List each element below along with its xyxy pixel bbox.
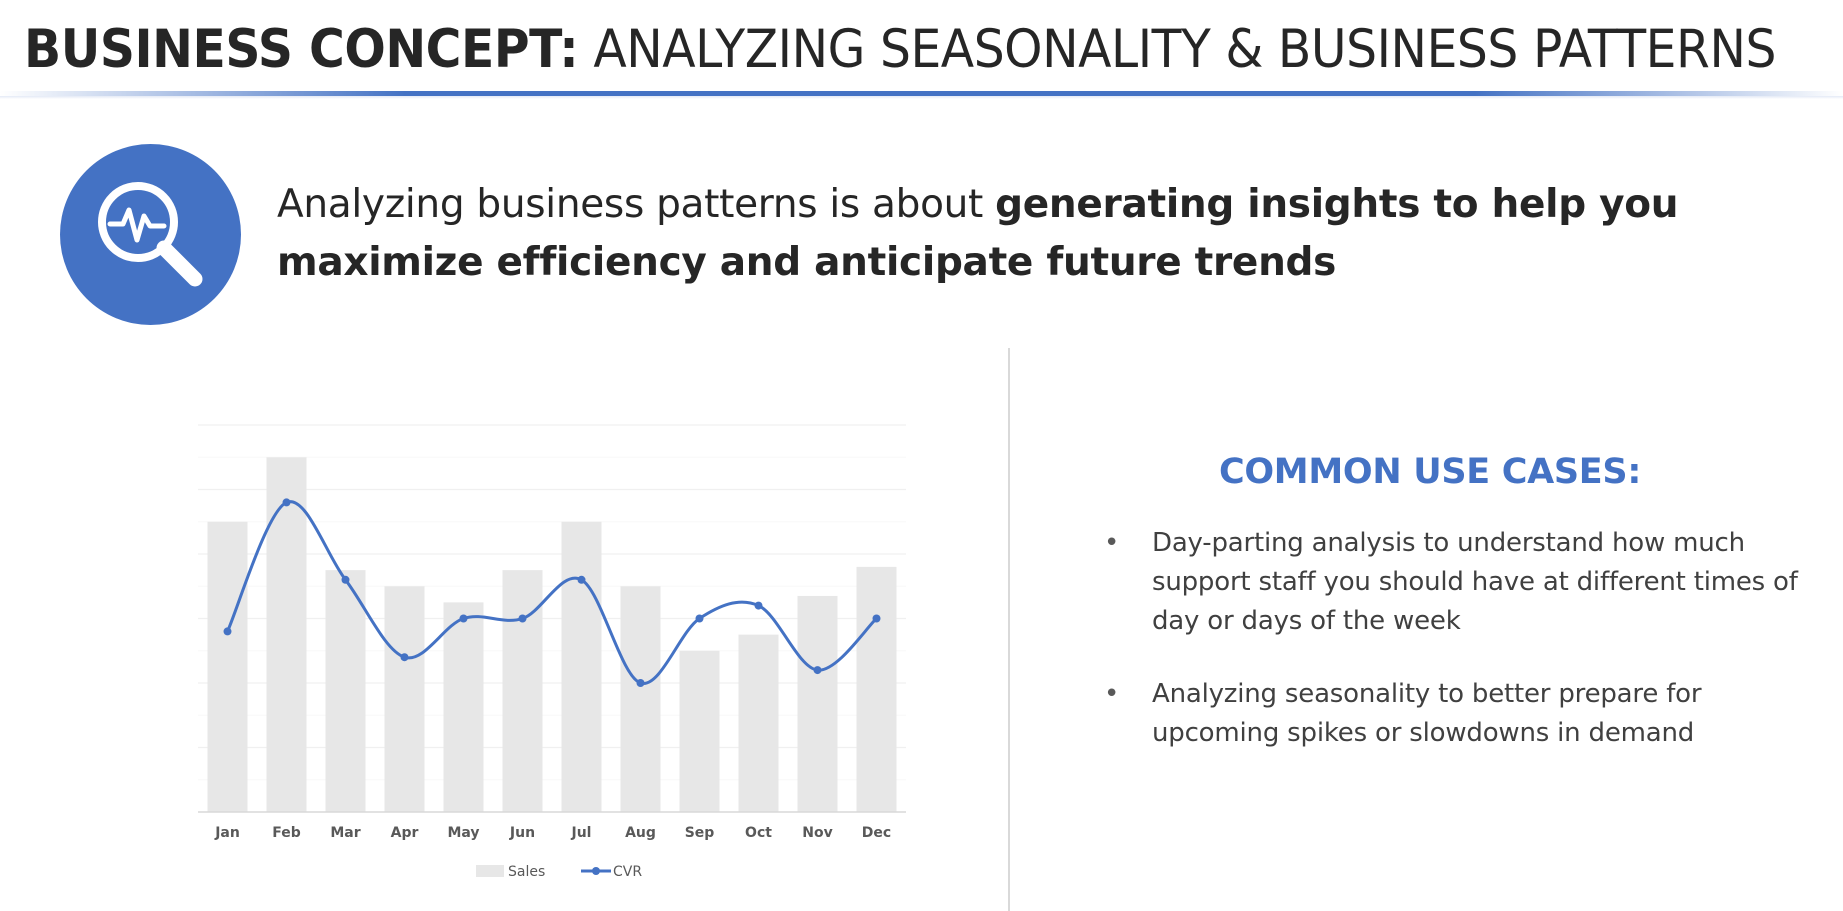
- sales-bar: [443, 602, 484, 812]
- cvr-point: [459, 614, 468, 623]
- x-tick-label: Mar: [330, 825, 360, 841]
- x-tick-label: Dec: [862, 825, 891, 841]
- page-title-rest: ANALYZING SEASONALITY & BUSINESS PATTERN…: [578, 19, 1776, 80]
- x-tick-label: May: [447, 825, 479, 841]
- cvr-point: [695, 614, 704, 623]
- sales-bar: [620, 586, 661, 812]
- x-tick-label: Apr: [391, 825, 419, 841]
- use-cases-heading: COMMON USE CASES:: [1218, 452, 1642, 492]
- use-case-item: • Day-parting analysis to understand how…: [1100, 524, 1800, 641]
- cvr-point: [282, 498, 291, 507]
- legend-sales-swatch: [476, 865, 504, 877]
- legend-sales-label: Sales: [508, 864, 545, 880]
- bullet-dot: •: [1104, 679, 1120, 709]
- x-tick-label: Feb: [272, 825, 301, 841]
- sales-bar: [561, 521, 602, 812]
- cvr-point: [754, 601, 763, 610]
- legend-cvr-marker: [592, 867, 600, 875]
- bullet-dot: •: [1104, 528, 1120, 558]
- x-tick-label: Sep: [685, 825, 715, 841]
- sales-bar: [502, 570, 543, 812]
- cvr-point: [341, 575, 350, 584]
- cvr-point: [518, 614, 527, 623]
- intro-plain: Analyzing business patterns is about: [277, 182, 996, 227]
- cvr-point: [813, 666, 822, 675]
- use-case-text: Day-parting analysis to understand how m…: [1152, 528, 1798, 636]
- cvr-point: [872, 614, 881, 623]
- legend-cvr-label: CVR: [613, 864, 642, 880]
- cvr-line: [226, 500, 878, 685]
- sales-bar: [738, 634, 779, 812]
- sales-bar: [856, 566, 897, 812]
- page-title-bold: BUSINESS CONCEPT:: [24, 19, 579, 80]
- x-tick-label: Jul: [571, 825, 592, 841]
- vertical-divider: [1008, 348, 1010, 911]
- cvr-point: [577, 575, 586, 584]
- intro-statement: Analyzing business patterns is about gen…: [277, 176, 1827, 292]
- sales-bar: [384, 586, 425, 812]
- x-tick-label: Aug: [625, 825, 656, 841]
- cvr-point: [223, 627, 232, 636]
- x-tick-label: Jun: [509, 825, 535, 841]
- x-tick-label: Jan: [214, 825, 240, 841]
- cvr-point: [636, 679, 645, 687]
- sales-bar: [266, 457, 307, 812]
- title-underline: [0, 91, 1843, 99]
- cvr-point: [400, 653, 409, 662]
- sales-bar: [679, 650, 720, 812]
- magnifier-pulse-icon: [60, 144, 241, 325]
- page-title: BUSINESS CONCEPT: ANALYZING SEASONALITY …: [24, 14, 1776, 86]
- use-case-item: • Analyzing seasonality to better prepar…: [1100, 675, 1800, 753]
- sales-bar: [797, 595, 838, 812]
- intro-strong: generating insights to help you maximize…: [277, 182, 1679, 285]
- x-tick-label: Nov: [802, 825, 832, 841]
- sales-bar: [207, 521, 248, 812]
- sales-bar: [325, 570, 366, 812]
- use-case-text: Analyzing seasonality to better prepare …: [1152, 679, 1702, 748]
- use-cases-list: • Day-parting analysis to understand how…: [1100, 524, 1800, 787]
- x-tick-label: Oct: [745, 825, 772, 841]
